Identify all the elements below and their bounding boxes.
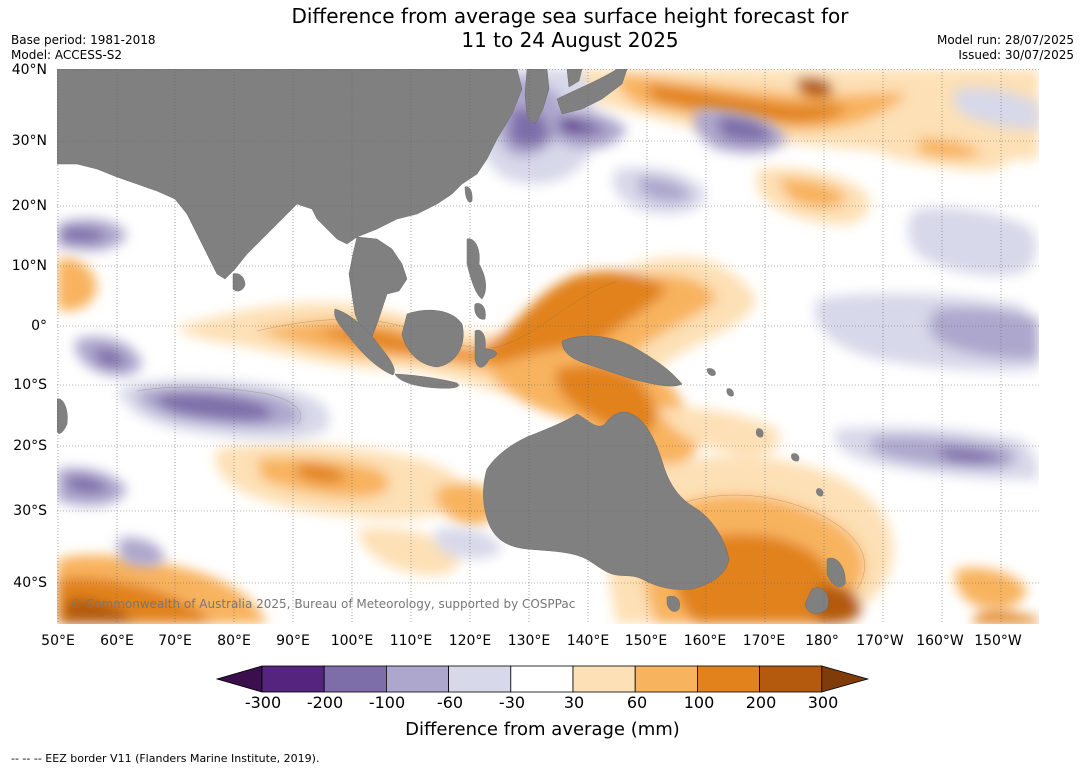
- lon-label: 170°E: [742, 633, 786, 649]
- title-line-1: Difference from average sea surface heig…: [291, 4, 849, 28]
- model-name: Model: ACCESS-S2: [11, 48, 123, 62]
- lat-label: 10°N: [11, 258, 47, 274]
- title-line-2: 11 to 24 August 2025: [461, 28, 679, 52]
- lat-label: 0°: [31, 318, 47, 334]
- lat-label: 20°S: [13, 438, 47, 454]
- lon-label: 160°E: [683, 633, 727, 649]
- lon-label: 60°E: [100, 633, 134, 649]
- lon-label: 110°E: [389, 633, 433, 649]
- lon-label: 70°E: [158, 633, 192, 649]
- lat-label: 10°S: [13, 377, 47, 393]
- lat-label: 30°N: [11, 133, 47, 149]
- meta-right: Model run: 28/07/2025 Issued: 30/07/2025: [937, 33, 1074, 63]
- colorbar-segment: [696, 665, 760, 693]
- meta-left: Base period: 1981-2018 Model: ACCESS-S2: [11, 33, 156, 63]
- colorbar-tick: -200: [306, 693, 344, 712]
- land-masses: [57, 69, 846, 614]
- anomaly-map: [57, 69, 1039, 624]
- base-period: Base period: 1981-2018: [11, 33, 156, 47]
- lon-label: 120°E: [448, 633, 492, 649]
- issued-date: Issued: 30/07/2025: [958, 48, 1074, 62]
- colorbar-segment: [634, 665, 698, 693]
- colorbar-segment: [323, 665, 387, 693]
- lon-label: 140°E: [566, 633, 610, 649]
- lat-label: 40°N: [11, 62, 47, 78]
- lat-label: 30°S: [13, 503, 47, 519]
- colorbar-title: Difference from average (mm): [405, 719, 680, 740]
- colorbar-segment: [261, 665, 325, 693]
- colorbar-tick: 100: [683, 693, 715, 712]
- colorbar-segment: [385, 665, 449, 693]
- colorbar-segment: [510, 665, 574, 693]
- colorbar-tick: -300: [244, 693, 282, 712]
- lon-label: 100°E: [330, 633, 374, 649]
- colorbar-segment: [448, 665, 512, 693]
- map-title: Difference from average sea surface heig…: [200, 4, 940, 52]
- colorbar-tick: -60: [436, 693, 464, 712]
- map-canvas: [57, 69, 1039, 624]
- colorbar-tick: -30: [498, 693, 526, 712]
- colorbar-extend-min: [216, 665, 263, 693]
- lat-label: 40°S: [13, 575, 47, 591]
- lon-label: 80°E: [217, 633, 251, 649]
- graticule: [57, 69, 1039, 624]
- lon-label: 50°E: [41, 633, 75, 649]
- lon-label: 170°W: [856, 633, 904, 649]
- lon-label: 150°E: [624, 633, 668, 649]
- lon-label: 150°W: [974, 633, 1022, 649]
- colorbar-tick: 60: [626, 693, 648, 712]
- eez-legend-note: -- -- -- EEZ border V11 (Flanders Marine…: [11, 752, 320, 765]
- lon-label: 90°E: [276, 633, 310, 649]
- colorbar-tick: 30: [563, 693, 585, 712]
- colorbar-segment: [759, 665, 823, 693]
- colorbar-tick: 200: [745, 693, 777, 712]
- lon-label: 130°E: [507, 633, 551, 649]
- copyright-notice: © Commonwealth of Australia 2025, Bureau…: [70, 597, 576, 611]
- model-run: Model run: 28/07/2025: [936, 33, 1074, 47]
- lon-label: 160°W: [916, 633, 964, 649]
- colorbar-tick: 300: [807, 693, 839, 712]
- colorbar: [216, 665, 870, 693]
- lat-label: 20°N: [11, 198, 47, 214]
- colorbar-extend-max: [821, 665, 870, 693]
- colorbar-segment: [572, 665, 636, 693]
- lon-label: 180°: [805, 633, 839, 649]
- colorbar-tick: -100: [368, 693, 406, 712]
